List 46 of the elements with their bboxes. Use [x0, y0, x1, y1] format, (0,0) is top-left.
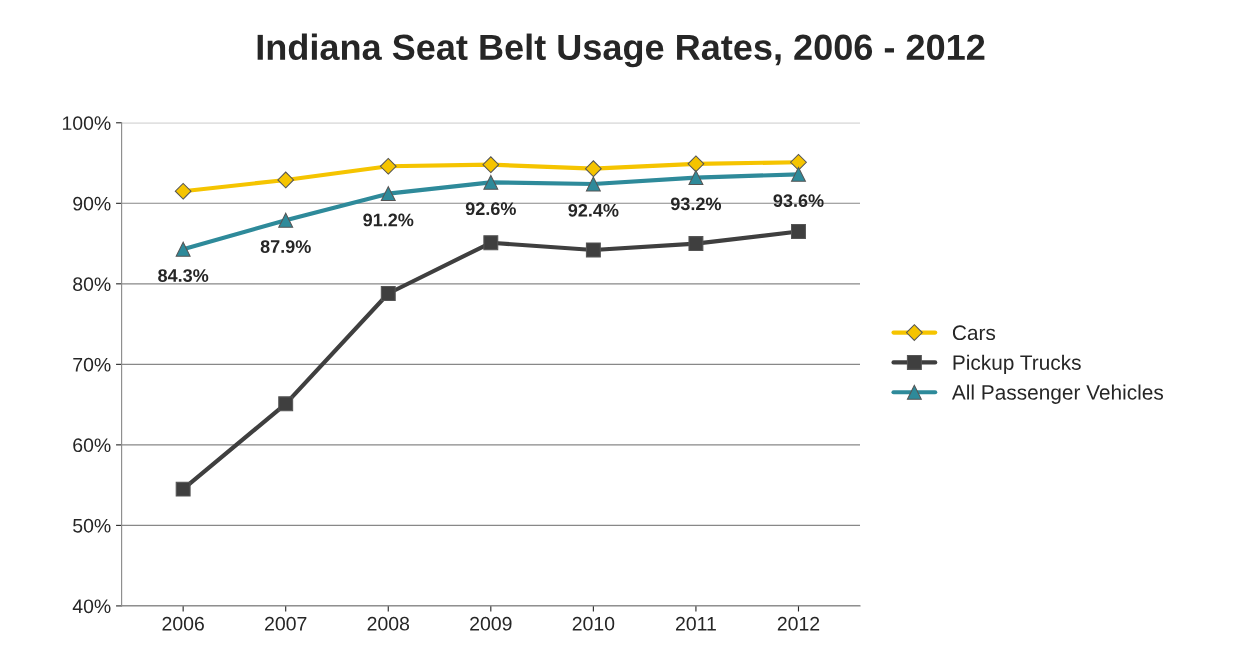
legend-label: All Passenger Vehicles	[951, 384, 1164, 404]
point	[688, 236, 704, 252]
point	[174, 182, 192, 200]
x-tick-label: 2009	[470, 616, 512, 631]
data-label: 93.6%	[773, 194, 824, 208]
point	[380, 286, 396, 301]
data-label: 87.9%	[260, 240, 311, 253]
point	[379, 157, 397, 175]
point	[483, 174, 499, 190]
x-tick-label: 2010	[572, 616, 615, 631]
point	[584, 160, 602, 178]
data-label: 93.2%	[670, 197, 722, 211]
y-tick-label: 90%	[73, 196, 111, 211]
data-label: 92.4%	[568, 203, 619, 217]
point	[277, 171, 295, 189]
point	[380, 186, 396, 202]
x-tick-label: 2007	[265, 616, 307, 631]
y-tick-label: 100%	[62, 116, 111, 131]
point	[482, 156, 500, 174]
x-tick-label: 2008	[367, 616, 410, 631]
point	[483, 235, 499, 251]
point	[175, 241, 191, 257]
point	[791, 224, 806, 239]
y-tick-label: 50%	[73, 518, 111, 533]
point	[278, 212, 294, 228]
point	[278, 396, 294, 412]
point	[688, 170, 704, 186]
legend-label: Pickup Trucks	[953, 354, 1081, 375]
point	[790, 153, 807, 171]
data-label: 92.6%	[465, 202, 516, 216]
y-tick-label: 40%	[72, 599, 111, 614]
data-label: 84.3%	[158, 269, 209, 282]
legend-label: Cars	[952, 325, 996, 341]
point	[791, 166, 806, 182]
point	[585, 176, 601, 192]
x-tick-label: 2011	[675, 616, 716, 631]
point	[585, 242, 601, 258]
data-label: 91.2%	[363, 213, 414, 227]
y-tick-label: 60%	[73, 438, 111, 453]
chart-title: Indiana Seat Belt Usage Rates, 2006 - 2012	[257, 33, 985, 68]
point	[687, 155, 705, 173]
y-tick-label: 70%	[73, 357, 111, 372]
y-tick-label: 80%	[73, 277, 111, 292]
x-tick-label: 2006	[162, 616, 204, 631]
point	[175, 481, 191, 497]
x-tick-label: 2012	[777, 616, 820, 631]
